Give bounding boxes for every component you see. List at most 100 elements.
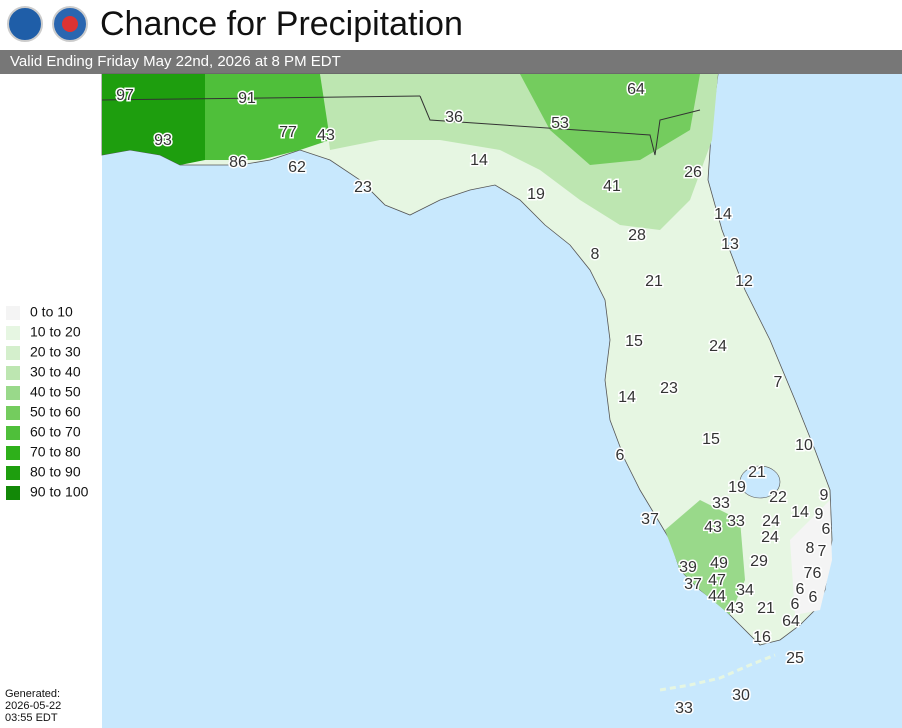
state-border xyxy=(101,95,421,101)
precip-value: 21 xyxy=(748,464,766,481)
precip-value: 33 xyxy=(727,513,745,530)
precip-value: 9 xyxy=(815,506,824,523)
precip-value: 21 xyxy=(757,600,775,617)
precip-value: 6 xyxy=(822,521,831,538)
legend-swatch xyxy=(6,306,20,320)
precip-value: 24 xyxy=(709,338,727,355)
noaa-logo xyxy=(7,6,43,42)
legend-label: 60 to 70 xyxy=(30,424,81,440)
legend-label: 10 to 20 xyxy=(30,324,81,340)
precip-value: 47 xyxy=(708,572,726,589)
precip-value: 9 xyxy=(820,487,829,504)
precip-value: 10 xyxy=(795,437,813,454)
legend-swatch xyxy=(6,486,20,500)
precip-value: 13 xyxy=(721,236,739,253)
precip-value: 53 xyxy=(551,115,569,132)
precip-value: 7 xyxy=(818,543,827,560)
precip-value: 14 xyxy=(470,152,488,169)
legend-swatch xyxy=(6,426,20,440)
generated-text: Generated: xyxy=(5,688,60,700)
subtitle: Valid Ending Friday May 22nd, 2026 at 8 … xyxy=(10,53,341,70)
precip-value: 12 xyxy=(735,273,753,290)
precip-value: 29 xyxy=(750,553,768,570)
precip-value: 39 xyxy=(679,559,697,576)
precip-value: 7 xyxy=(774,374,783,391)
precip-value: 77 xyxy=(279,124,297,141)
precip-value: 28 xyxy=(628,227,646,244)
precip-value: 14 xyxy=(791,504,809,521)
precip-value: 8 xyxy=(806,540,815,557)
precip-value: 19 xyxy=(728,479,746,496)
precip-value: 14 xyxy=(714,206,732,223)
precip-value: 43 xyxy=(317,127,335,144)
precip-value: 44 xyxy=(708,588,726,605)
precip-value: 14 xyxy=(618,389,636,406)
legend-label: 80 to 90 xyxy=(30,464,81,480)
precip-value: 16 xyxy=(753,629,771,646)
precip-value: 15 xyxy=(702,431,720,448)
precip-value: 24 xyxy=(761,529,779,546)
precip-value: 43 xyxy=(726,600,744,617)
precip-value: 97 xyxy=(116,87,134,104)
precip-zone xyxy=(102,74,205,165)
legend-label: 20 to 30 xyxy=(30,344,81,360)
legend-swatch xyxy=(6,386,20,400)
precip-value: 25 xyxy=(786,650,804,667)
precip-value: 33 xyxy=(712,495,730,512)
precip-value: 23 xyxy=(354,179,372,196)
precip-zone xyxy=(665,500,745,615)
legend-swatch xyxy=(6,326,20,340)
precip-value: 6 xyxy=(796,581,805,598)
precip-value: 37 xyxy=(684,576,702,593)
precip-value: 24 xyxy=(762,513,780,530)
lake-okeechobee xyxy=(739,465,781,499)
precip-value: 64 xyxy=(627,81,645,98)
legend-label: 40 to 50 xyxy=(30,384,81,400)
precip-zone xyxy=(520,74,700,165)
precip-value: 23 xyxy=(660,380,678,397)
legend-label: 30 to 40 xyxy=(30,364,81,380)
precip-value: 36 xyxy=(445,109,463,126)
precip-value: 33 xyxy=(675,700,693,717)
state-border xyxy=(419,95,701,156)
precip-value: 43 xyxy=(704,519,722,536)
precip-value: 6 xyxy=(813,565,822,582)
precip-value: 7 xyxy=(804,565,813,582)
precip-value: 6 xyxy=(809,589,818,606)
precip-value: 49 xyxy=(710,555,728,572)
generated-text: 2026-05-22 xyxy=(5,700,61,712)
precip-value: 21 xyxy=(645,273,663,290)
precip-value: 34 xyxy=(736,582,754,599)
precip-value: 19 xyxy=(527,186,545,203)
legend-label: 0 to 10 xyxy=(30,304,73,320)
precip-zone xyxy=(205,74,330,160)
legend-swatch xyxy=(6,406,20,420)
precip-value: 86 xyxy=(229,154,247,171)
legend-label: 90 to 100 xyxy=(30,484,89,500)
title: Chance for Precipitation xyxy=(100,5,463,43)
precip-value: 22 xyxy=(769,489,787,506)
precip-value: 37 xyxy=(641,511,659,528)
precip-value: 93 xyxy=(154,132,172,149)
legend-swatch xyxy=(6,466,20,480)
precip-value: 6 xyxy=(616,447,625,464)
generated-text: 03:55 EDT xyxy=(5,712,58,724)
legend-label: 50 to 60 xyxy=(30,404,81,420)
precip-value: 30 xyxy=(732,687,750,704)
florida-keys xyxy=(659,653,776,692)
precip-value: 15 xyxy=(625,333,643,350)
legend-label: 70 to 80 xyxy=(30,444,81,460)
legend: 0 to 10 10 to 20 20 to 30 30 to 40 40 to 50 5… xyxy=(6,304,89,500)
precip-value: 6 xyxy=(791,596,800,613)
nws-logo-center xyxy=(62,16,78,32)
precip-value: 91 xyxy=(238,90,256,107)
precip-value: 64 xyxy=(782,613,800,630)
precip-value: 8 xyxy=(591,246,600,263)
legend-swatch xyxy=(6,446,20,460)
legend-swatch xyxy=(6,346,20,360)
precip-value: 41 xyxy=(603,178,621,195)
subtitle-bar xyxy=(0,50,902,74)
